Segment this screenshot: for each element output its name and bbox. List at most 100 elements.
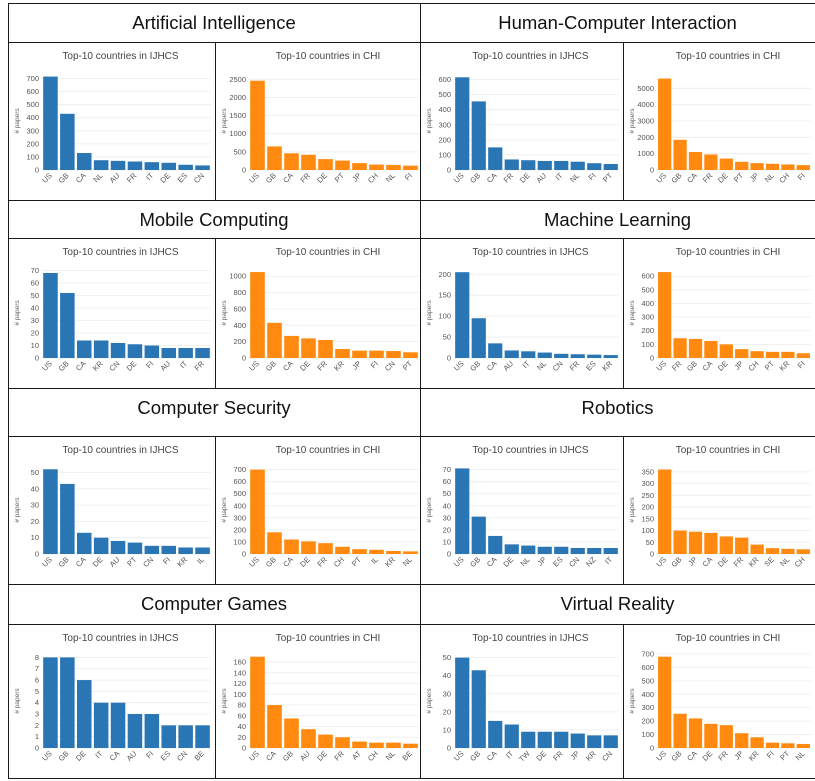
bar bbox=[796, 743, 810, 748]
bar bbox=[60, 657, 75, 748]
x-tick-label: FI bbox=[765, 749, 776, 760]
x-tick-label: US bbox=[452, 749, 466, 763]
x-tick-label: DE bbox=[91, 555, 105, 569]
bar bbox=[161, 725, 177, 748]
x-tick-label: SE bbox=[762, 555, 775, 568]
x-tick-label: GB bbox=[669, 749, 683, 763]
bar bbox=[537, 546, 552, 554]
bar bbox=[471, 670, 486, 748]
y-tick-label: 40 bbox=[31, 484, 39, 493]
y-tick-label: 2000 bbox=[637, 133, 654, 142]
bar bbox=[704, 154, 718, 170]
bar bbox=[587, 354, 602, 358]
x-tick-label: DE bbox=[716, 359, 730, 373]
y-axis-label: # papers bbox=[629, 300, 636, 326]
chart-title: Top-10 countries in CHI bbox=[276, 51, 381, 62]
bar bbox=[161, 545, 177, 554]
bar bbox=[488, 535, 503, 554]
grid-border bbox=[623, 624, 624, 778]
section-title: Mobile Computing bbox=[139, 209, 289, 230]
y-tick-label: 50 bbox=[443, 489, 451, 498]
bar bbox=[587, 735, 602, 748]
x-tick-label: KR bbox=[600, 359, 614, 373]
bar bbox=[60, 293, 75, 358]
x-tick-label: NL bbox=[384, 749, 397, 762]
bar bbox=[403, 551, 418, 554]
bar-chart-panel: Top-10 countries in CHI 0 200 400 600 800 1000… bbox=[215, 238, 423, 388]
grid-border bbox=[623, 42, 624, 200]
x-tick-label: FR bbox=[193, 359, 207, 373]
x-tick-label: US bbox=[452, 359, 466, 373]
bar bbox=[144, 345, 160, 358]
bar bbox=[521, 351, 536, 358]
x-tick-label: KR bbox=[332, 359, 346, 373]
bar bbox=[765, 742, 780, 748]
bar bbox=[60, 483, 75, 554]
y-axis-label: # papers bbox=[221, 108, 228, 134]
bar-chart-panel: Top-10 countries in IJHCS 0 10 20 30 40 50 # pa… bbox=[8, 436, 215, 584]
bar-chart-panel: Top-10 countries in CHI 0 50 100 150 200 250 30… bbox=[623, 436, 815, 584]
bar bbox=[704, 532, 718, 554]
y-tick-label: 500 bbox=[641, 285, 654, 294]
bar bbox=[386, 550, 401, 554]
x-tick-label: US bbox=[40, 749, 54, 763]
y-tick-label: 30 bbox=[443, 689, 451, 698]
x-tick-label: PT bbox=[401, 359, 414, 372]
x-tick-label: KR bbox=[175, 555, 189, 569]
y-tick-label: 30 bbox=[31, 501, 39, 510]
y-tick-label: 600 bbox=[233, 477, 246, 486]
bar-chart-panel: Top-10 countries in CHI 0 1000 2000 3000 4000… bbox=[623, 42, 815, 200]
bar bbox=[318, 340, 333, 358]
y-tick-label: 400 bbox=[641, 690, 654, 699]
x-tick-label: US bbox=[247, 555, 261, 569]
bar bbox=[673, 530, 687, 554]
bar bbox=[735, 733, 749, 748]
x-tick-label: CA bbox=[485, 749, 499, 763]
bar bbox=[43, 469, 58, 554]
y-tick-label: 20 bbox=[238, 733, 246, 742]
y-tick-label: 6 bbox=[35, 676, 39, 685]
x-tick-label: GB bbox=[264, 555, 278, 569]
x-tick-label: IT bbox=[144, 171, 155, 182]
bar bbox=[658, 469, 672, 554]
x-tick-label: AU bbox=[534, 171, 548, 185]
y-tick-label: 600 bbox=[641, 663, 654, 672]
x-tick-label: US bbox=[452, 171, 466, 185]
bar bbox=[301, 154, 316, 170]
y-tick-label: 700 bbox=[641, 650, 654, 659]
x-tick-label: FI bbox=[796, 359, 807, 370]
bar-chart-panel: Top-10 countries in CHI 0 100 200 300 400 500 6… bbox=[215, 436, 423, 584]
y-tick-label: 60 bbox=[443, 477, 451, 486]
bar bbox=[335, 349, 350, 358]
x-tick-label: US bbox=[654, 171, 668, 185]
x-tick-label: NL bbox=[401, 555, 414, 568]
chart-title: Top-10 countries in CHI bbox=[276, 445, 381, 456]
y-tick-label: 600 bbox=[26, 87, 39, 96]
bar bbox=[673, 713, 687, 748]
y-tick-label: 50 bbox=[31, 468, 39, 477]
y-tick-label: 200 bbox=[233, 337, 246, 346]
bar bbox=[352, 163, 367, 170]
x-tick-label: CA bbox=[701, 359, 715, 373]
bar bbox=[386, 742, 401, 748]
x-tick-label: GB bbox=[57, 359, 71, 373]
x-tick-label: FI bbox=[144, 749, 155, 760]
bar bbox=[658, 78, 672, 170]
bar-chart-panel: Top-10 countries in IJHCS 0 10 20 30 40 50 60 70… bbox=[420, 436, 623, 584]
x-tick-label: JP bbox=[733, 749, 746, 762]
y-tick-label: 300 bbox=[233, 513, 246, 522]
y-tick-label: 0 bbox=[242, 744, 246, 753]
grid-border bbox=[215, 238, 216, 388]
x-tick-label: FR bbox=[298, 171, 312, 185]
x-tick-label: GB bbox=[669, 171, 683, 185]
x-tick-label: CN bbox=[175, 749, 189, 763]
y-tick-label: 70 bbox=[443, 465, 451, 474]
bar bbox=[178, 547, 193, 554]
y-tick-label: 40 bbox=[238, 722, 246, 731]
bar bbox=[43, 657, 58, 748]
x-tick-label: FR bbox=[315, 555, 329, 569]
x-tick-label: CA bbox=[281, 359, 295, 373]
x-tick-label: CA bbox=[701, 555, 715, 569]
bar bbox=[250, 80, 265, 170]
